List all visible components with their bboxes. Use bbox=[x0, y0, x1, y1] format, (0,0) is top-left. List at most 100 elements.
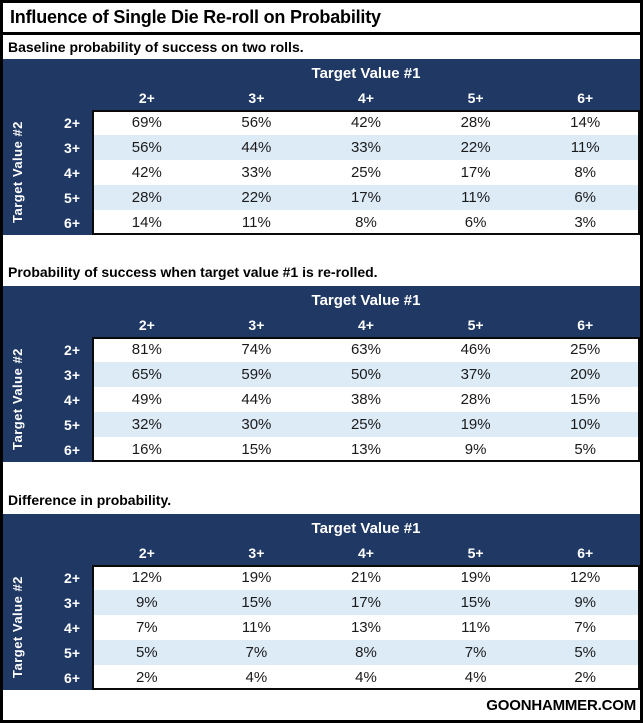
probability-table: Target Value #1 2+ 3+ 4+ 5+ 6+ Target Value #2… bbox=[3, 59, 640, 235]
probability-cell: 81% bbox=[92, 337, 202, 362]
probability-cell: 28% bbox=[420, 110, 531, 135]
probability-cell: 56% bbox=[201, 110, 312, 135]
row-header: 2+ bbox=[64, 569, 80, 586]
probability-cell: 5% bbox=[530, 437, 640, 462]
probability-cell: 15% bbox=[530, 387, 640, 412]
probability-cell: 19% bbox=[201, 565, 312, 590]
col-axis-label: Target Value #1 bbox=[311, 292, 421, 309]
column-header: 3+ bbox=[248, 544, 265, 561]
probability-cell: 17% bbox=[311, 185, 421, 210]
column-header: 6+ bbox=[577, 544, 594, 561]
column-header: 3+ bbox=[248, 316, 265, 333]
probability-cell: 44% bbox=[201, 135, 312, 160]
probability-table: Target Value #1 2+ 3+ 4+ 5+ 6+ Target Value #2… bbox=[3, 286, 640, 462]
row-header: 5+ bbox=[64, 189, 80, 206]
col-axis-label: Target Value #1 bbox=[311, 520, 421, 537]
probability-cell: 4% bbox=[311, 665, 421, 690]
probability-cell: 25% bbox=[530, 337, 640, 362]
probability-cell: 50% bbox=[311, 362, 421, 387]
probability-cell: 56% bbox=[92, 135, 202, 160]
column-header: 6+ bbox=[577, 316, 594, 333]
probability-cell: 11% bbox=[530, 135, 640, 160]
probability-cell: 6% bbox=[420, 210, 531, 235]
probability-cell: 15% bbox=[201, 437, 312, 462]
row-header: 3+ bbox=[64, 139, 80, 156]
row-axis-label: Target Value #2 bbox=[10, 576, 25, 679]
probability-cell: 15% bbox=[420, 590, 531, 615]
row-header: 6+ bbox=[64, 669, 80, 686]
probability-cell: 12% bbox=[530, 565, 640, 590]
probability-cell: 3% bbox=[530, 210, 640, 235]
probability-cell: 74% bbox=[201, 337, 312, 362]
probability-cell: 69% bbox=[92, 110, 202, 135]
tables-container: Baseline probability of success on two r… bbox=[3, 35, 640, 690]
column-header: 2+ bbox=[138, 544, 155, 561]
column-header: 5+ bbox=[467, 544, 484, 561]
probability-cell: 12% bbox=[92, 565, 202, 590]
probability-cell: 42% bbox=[92, 160, 202, 185]
column-header: 3+ bbox=[248, 89, 265, 106]
probability-cell: 6% bbox=[530, 185, 640, 210]
probability-cell: 21% bbox=[311, 565, 421, 590]
row-header: 3+ bbox=[64, 366, 80, 383]
row-header: 5+ bbox=[64, 416, 80, 433]
column-header: 2+ bbox=[138, 316, 155, 333]
probability-cell: 17% bbox=[420, 160, 531, 185]
row-header: 2+ bbox=[64, 341, 80, 358]
table-subtitle: Difference in probability. bbox=[8, 492, 172, 508]
row-header: 3+ bbox=[64, 594, 80, 611]
probability-cell: 42% bbox=[311, 110, 421, 135]
column-header: 4+ bbox=[358, 89, 374, 106]
probability-cell: 2% bbox=[92, 665, 202, 690]
probability-cell: 7% bbox=[530, 615, 640, 640]
probability-cell: 4% bbox=[201, 665, 312, 690]
probability-cell: 13% bbox=[311, 615, 421, 640]
probability-cell: 7% bbox=[201, 640, 312, 665]
probability-cell: 65% bbox=[92, 362, 202, 387]
probability-cell: 30% bbox=[201, 412, 312, 437]
probability-cell: 37% bbox=[420, 362, 531, 387]
table-subtitle: Baseline probability of success on two r… bbox=[8, 39, 304, 55]
page-title: Influence of Single Die Re-roll on Proba… bbox=[3, 3, 640, 35]
row-axis-label: Target Value #2 bbox=[10, 348, 25, 451]
probability-cell: 14% bbox=[530, 110, 640, 135]
probability-cell: 15% bbox=[201, 590, 312, 615]
probability-cell: 5% bbox=[92, 640, 202, 665]
column-header: 6+ bbox=[577, 89, 594, 106]
probability-cell: 4% bbox=[420, 665, 531, 690]
row-header: 4+ bbox=[64, 619, 80, 636]
probability-cell: 19% bbox=[420, 565, 531, 590]
footer-branding: GOONHAMMER.COM bbox=[486, 696, 636, 714]
probability-cell: 38% bbox=[311, 387, 421, 412]
probability-cell: 5% bbox=[530, 640, 640, 665]
probability-cell: 49% bbox=[92, 387, 202, 412]
probability-cell: 7% bbox=[420, 640, 531, 665]
probability-cell: 8% bbox=[530, 160, 640, 185]
row-header: 5+ bbox=[64, 644, 80, 661]
probability-cell: 63% bbox=[311, 337, 421, 362]
probability-cell: 11% bbox=[420, 615, 531, 640]
probability-cell: 10% bbox=[530, 412, 640, 437]
column-header: 5+ bbox=[467, 316, 484, 333]
probability-cell: 28% bbox=[92, 185, 202, 210]
probability-cell: 25% bbox=[311, 412, 421, 437]
row-header: 4+ bbox=[64, 391, 80, 408]
column-header: 2+ bbox=[138, 89, 155, 106]
probability-cell: 11% bbox=[201, 615, 312, 640]
row-axis-label: Target Value #2 bbox=[10, 121, 25, 224]
probability-cell: 19% bbox=[420, 412, 531, 437]
probability-cell: 2% bbox=[530, 665, 640, 690]
row-header: 2+ bbox=[64, 114, 80, 131]
probability-cell: 7% bbox=[92, 615, 202, 640]
probability-cell: 13% bbox=[311, 437, 421, 462]
probability-cell: 28% bbox=[420, 387, 531, 412]
probability-table: Target Value #1 2+ 3+ 4+ 5+ 6+ Target Value #2… bbox=[3, 514, 640, 690]
table-subtitle: Probability of success when target value… bbox=[8, 264, 378, 280]
probability-cell: 16% bbox=[92, 437, 202, 462]
column-header: 5+ bbox=[467, 89, 484, 106]
probability-cell: 32% bbox=[92, 412, 202, 437]
column-header: 4+ bbox=[358, 316, 374, 333]
probability-cell: 11% bbox=[420, 185, 531, 210]
row-header: 6+ bbox=[64, 441, 80, 458]
